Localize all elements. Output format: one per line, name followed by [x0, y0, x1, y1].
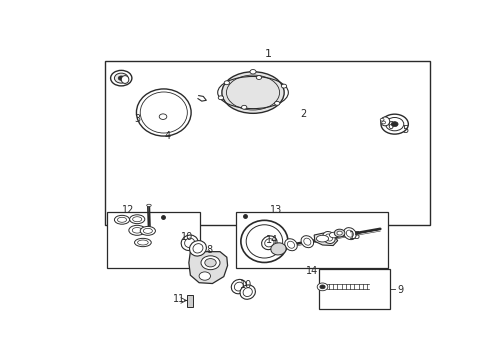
Circle shape	[386, 117, 404, 131]
Ellipse shape	[323, 231, 335, 243]
Circle shape	[218, 96, 223, 100]
Circle shape	[274, 102, 280, 105]
Bar	[187, 295, 194, 307]
Circle shape	[337, 231, 343, 235]
Ellipse shape	[133, 217, 142, 222]
Circle shape	[281, 84, 287, 88]
Text: 10: 10	[241, 280, 253, 291]
Ellipse shape	[143, 228, 152, 233]
Circle shape	[334, 229, 345, 237]
Circle shape	[317, 283, 328, 291]
Text: 11: 11	[173, 294, 185, 304]
Ellipse shape	[243, 288, 252, 297]
Circle shape	[380, 118, 384, 121]
Ellipse shape	[129, 225, 146, 235]
Ellipse shape	[271, 243, 286, 255]
Circle shape	[250, 69, 256, 74]
Circle shape	[205, 258, 216, 267]
Ellipse shape	[346, 230, 353, 237]
Text: 2: 2	[300, 109, 307, 119]
Circle shape	[391, 122, 398, 127]
Text: 14: 14	[306, 266, 318, 275]
Bar	[107, 212, 200, 268]
Text: 8: 8	[206, 245, 213, 255]
Ellipse shape	[222, 72, 284, 113]
Ellipse shape	[181, 235, 198, 251]
Ellipse shape	[231, 279, 246, 294]
Ellipse shape	[135, 238, 151, 247]
Ellipse shape	[317, 235, 329, 242]
Polygon shape	[314, 233, 338, 246]
Bar	[236, 212, 388, 268]
Ellipse shape	[343, 228, 356, 240]
Circle shape	[320, 285, 325, 289]
Ellipse shape	[190, 240, 206, 256]
Text: 15: 15	[349, 231, 362, 242]
Text: 9: 9	[397, 285, 403, 296]
Circle shape	[224, 81, 229, 85]
Text: 13: 13	[270, 205, 282, 215]
Ellipse shape	[301, 236, 314, 248]
Ellipse shape	[141, 95, 187, 135]
Text: 3: 3	[135, 114, 141, 125]
Ellipse shape	[138, 240, 148, 245]
Polygon shape	[189, 252, 227, 284]
Bar	[319, 269, 390, 309]
Circle shape	[242, 105, 247, 109]
Circle shape	[256, 76, 262, 80]
Text: 1: 1	[265, 49, 272, 59]
Circle shape	[159, 114, 167, 120]
Circle shape	[381, 114, 408, 134]
Text: 12: 12	[122, 205, 134, 215]
Circle shape	[118, 76, 124, 80]
Text: 14: 14	[266, 235, 278, 245]
Text: 6: 6	[388, 121, 394, 131]
Circle shape	[201, 256, 220, 270]
Ellipse shape	[193, 244, 203, 253]
Ellipse shape	[262, 236, 277, 249]
Ellipse shape	[115, 215, 129, 224]
Ellipse shape	[147, 230, 151, 232]
Ellipse shape	[132, 228, 142, 233]
Text: 5: 5	[402, 125, 409, 135]
Bar	[105, 61, 430, 225]
Ellipse shape	[288, 241, 294, 248]
Ellipse shape	[304, 238, 311, 245]
Ellipse shape	[325, 234, 333, 241]
Ellipse shape	[118, 217, 126, 222]
Ellipse shape	[121, 76, 129, 84]
Circle shape	[115, 73, 128, 83]
Text: 10: 10	[181, 232, 194, 242]
Ellipse shape	[285, 239, 297, 251]
Ellipse shape	[147, 204, 151, 207]
Circle shape	[382, 121, 386, 124]
Ellipse shape	[185, 238, 195, 247]
Ellipse shape	[234, 282, 244, 291]
Ellipse shape	[265, 239, 274, 247]
Ellipse shape	[140, 226, 155, 235]
Ellipse shape	[381, 117, 390, 126]
Circle shape	[111, 70, 132, 86]
Ellipse shape	[240, 285, 255, 299]
Circle shape	[199, 272, 211, 280]
Ellipse shape	[129, 215, 145, 224]
Text: 4: 4	[165, 131, 171, 141]
Ellipse shape	[329, 232, 339, 238]
